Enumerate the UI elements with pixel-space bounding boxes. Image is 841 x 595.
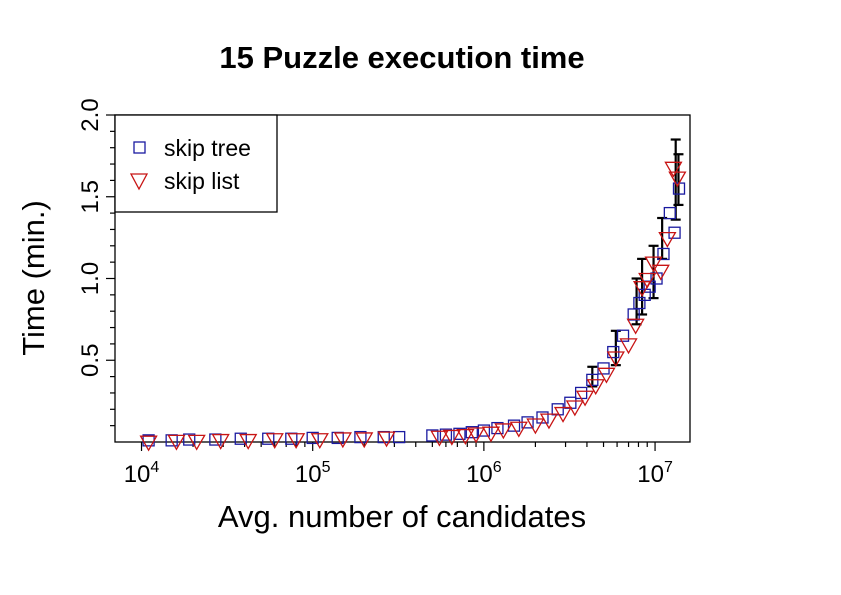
- point-skip-tree: [491, 421, 504, 435]
- point-skip-tree: [551, 403, 564, 416]
- point-skip-tree: [657, 247, 670, 261]
- x-tick-label: 104: [124, 459, 160, 488]
- point-skip-list: [586, 379, 605, 396]
- legend-box: [114, 114, 278, 213]
- point-skip-list: [658, 231, 677, 248]
- y-tick-label: 1.5: [77, 180, 104, 213]
- point-skip-list: [239, 433, 258, 450]
- point-skip-tree: [354, 430, 367, 444]
- point-skip-list: [526, 418, 545, 435]
- point-skip-list: [377, 431, 396, 448]
- point-skip-tree: [477, 424, 491, 437]
- point-skip-list: [167, 434, 186, 451]
- point-skip-list: [619, 338, 638, 355]
- point-skip-list: [211, 433, 230, 450]
- legend-marker-skip-tree: [133, 141, 146, 154]
- point-skip-list: [466, 427, 486, 444]
- point-skip-tree: [234, 432, 247, 445]
- y-tick-label: 2.0: [77, 98, 104, 131]
- point-skip-list: [632, 281, 652, 297]
- legend-label-skip-tree: skip tree: [164, 135, 251, 161]
- point-skip-list: [565, 400, 584, 417]
- point-skip-list: [139, 435, 158, 452]
- point-skip-list: [430, 430, 449, 447]
- x-axis: 104 105 106 107: [124, 442, 673, 488]
- point-skip-tree: [453, 427, 466, 440]
- error-bars: [587, 138, 684, 388]
- point-skip-tree: [616, 329, 630, 342]
- point-skip-list: [626, 318, 645, 335]
- point-skip-list: [187, 434, 206, 451]
- point-skip-tree: [663, 206, 676, 220]
- point-skip-list: [509, 421, 528, 438]
- point-skip-list: [456, 428, 475, 445]
- legend-label-skip-list: skip list: [164, 168, 240, 194]
- point-skip-list: [265, 433, 284, 450]
- y-tick-label: 1.0: [77, 262, 104, 295]
- point-skip-list: [664, 161, 683, 178]
- y-tick-label: 0.5: [77, 344, 104, 377]
- point-skip-list: [597, 367, 616, 384]
- point-skip-list: [310, 433, 329, 450]
- point-skip-list: [539, 413, 559, 430]
- point-skip-list: [651, 264, 670, 281]
- point-skip-list: [553, 406, 573, 423]
- data-points: [139, 161, 687, 452]
- x-axis-label: Avg. number of candidates: [218, 499, 586, 534]
- chart-title: 15 Puzzle execution time: [219, 40, 584, 75]
- point-skip-tree: [465, 426, 478, 439]
- point-skip-list: [638, 272, 657, 289]
- point-skip-list: [575, 390, 595, 407]
- point-skip-tree: [439, 428, 453, 441]
- point-skip-tree: [306, 431, 319, 445]
- y-axis: 0.5 1.0 1.5 2.0: [77, 98, 115, 427]
- point-skip-tree: [426, 429, 439, 442]
- point-skip-list: [606, 351, 625, 368]
- point-skip-list: [286, 433, 306, 450]
- y-axis-label: Time (min.): [16, 200, 51, 356]
- x-tick-label: 105: [295, 459, 331, 488]
- point-skip-list: [644, 256, 663, 273]
- legend-marker-skip-list: [129, 173, 149, 191]
- point-skip-list: [355, 432, 374, 449]
- point-skip-tree: [183, 433, 196, 446]
- point-skip-list: [442, 429, 461, 446]
- point-skip-tree: [393, 430, 406, 444]
- point-skip-list: [333, 432, 352, 449]
- point-skip-tree: [507, 419, 521, 432]
- point-skip-list: [668, 171, 687, 188]
- legend: skip tree skip list: [114, 114, 278, 213]
- point-skip-tree: [536, 411, 549, 424]
- point-skip-tree: [574, 386, 588, 400]
- x-tick-label: 107: [637, 459, 673, 488]
- point-skip-list: [494, 423, 513, 440]
- point-skip-list: [481, 426, 501, 443]
- x-tick-label: 106: [466, 459, 502, 488]
